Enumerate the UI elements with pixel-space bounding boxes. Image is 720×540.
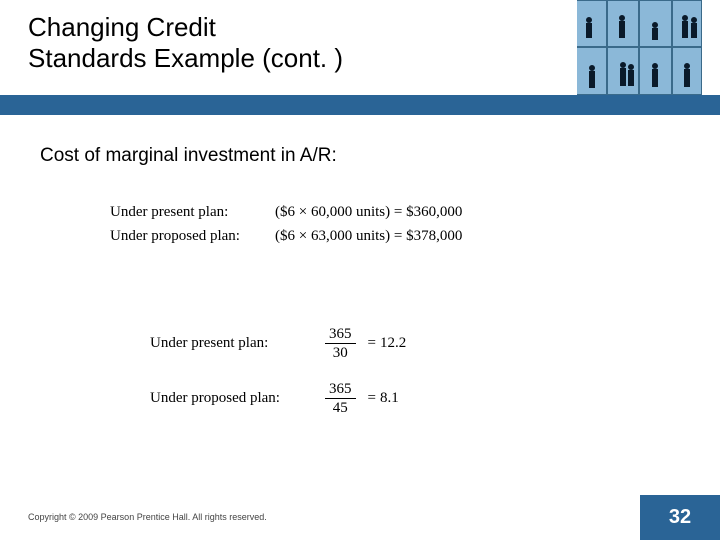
calc1-row2-expr: ($6 × 63,000 units) = $378,000: [275, 224, 462, 248]
calc1-row1-label: Under present plan:: [110, 200, 275, 224]
calc-block-1: Under present plan: ($6 × 60,000 units) …: [110, 200, 462, 248]
calc1-row2: Under proposed plan: ($6 × 63,000 units)…: [110, 224, 462, 248]
calc2-row1: Under present plan: 365 30 = 12.2: [150, 325, 406, 362]
footer-corner: 32: [640, 495, 720, 540]
calc2-row1-result: 12.2: [380, 335, 406, 352]
calc2-row2-denominator: 45: [329, 399, 352, 417]
slide-title-line2: Standards Example (cont. ): [28, 43, 343, 73]
calc-block-2: Under present plan: 365 30 = 12.2 Under …: [150, 325, 406, 435]
calc2-row2-result: 8.1: [380, 390, 399, 407]
calc2-row1-denominator: 30: [329, 344, 352, 362]
calc2-row2-numerator: 365: [325, 380, 356, 398]
slide-title-line1: Changing Credit: [28, 12, 216, 42]
page-number: 32: [669, 506, 691, 529]
body-heading: Cost of marginal investment in A/R:: [40, 145, 337, 167]
slide-title: Changing Credit Standards Example (cont.…: [28, 12, 343, 74]
building-graphic: [577, 0, 702, 115]
equals-sign: =: [368, 335, 376, 352]
calc2-row1-label: Under present plan:: [150, 335, 325, 352]
calc2-row2: Under proposed plan: 365 45 = 8.1: [150, 380, 406, 417]
equals-sign: =: [368, 390, 376, 407]
calc1-row1: Under present plan: ($6 × 60,000 units) …: [110, 200, 462, 224]
calc1-row1-expr: ($6 × 60,000 units) = $360,000: [275, 200, 462, 224]
calc1-row2-label: Under proposed plan:: [110, 224, 275, 248]
calc2-row2-fraction: 365 45: [325, 380, 356, 417]
calc2-row1-fraction: 365 30: [325, 325, 356, 362]
calc2-row2-label: Under proposed plan:: [150, 390, 325, 407]
copyright-text: Copyright © 2009 Pearson Prentice Hall. …: [28, 512, 267, 522]
calc2-row1-numerator: 365: [325, 325, 356, 343]
header-band: Changing Credit Standards Example (cont.…: [0, 0, 720, 115]
